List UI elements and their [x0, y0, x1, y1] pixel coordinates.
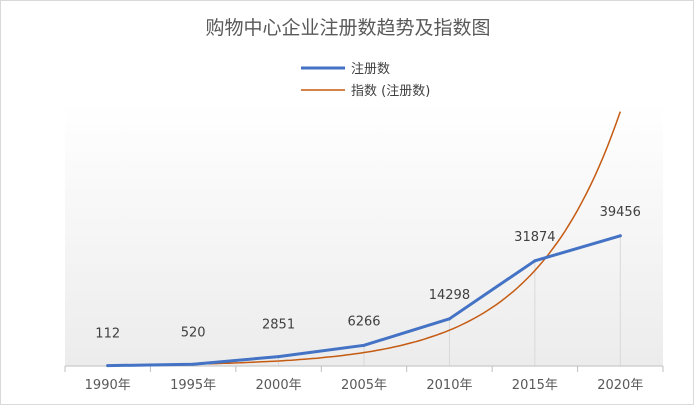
data-point: [533, 259, 537, 263]
data-point: [277, 355, 281, 359]
data-point: [191, 362, 195, 366]
data-point: [447, 317, 451, 321]
data-point: [106, 364, 110, 368]
x-tick-label: 2005年: [341, 378, 387, 393]
data-label: 6266: [347, 314, 380, 329]
data-point: [618, 234, 622, 238]
legend-label-series-2: 指数 (注册数): [351, 84, 430, 99]
x-axis-labels: 1990年 1995年 2000年 2005年 2010年 2015年 2020年: [85, 378, 644, 393]
data-label: 39456: [600, 205, 641, 220]
x-tick-label: 1990年: [85, 378, 131, 393]
x-tick-label: 2010年: [426, 378, 472, 393]
data-label: 2851: [262, 318, 295, 333]
x-tick-label: 2000年: [256, 378, 302, 393]
x-tick-label: 2015年: [512, 378, 558, 393]
legend: 注册数 指数 (注册数): [301, 62, 430, 99]
data-label: 520: [181, 325, 206, 340]
data-label: 31874: [514, 230, 555, 245]
x-tick-label: 1995年: [170, 378, 216, 393]
data-labels: 112 520 2851 6266 14298 31874 39456: [95, 205, 641, 342]
chart-title: 购物中心企业注册数趋势及指数图: [205, 17, 490, 39]
data-label: 14298: [429, 288, 470, 303]
x-tick-label: 2020年: [597, 378, 643, 393]
legend-label-series-1: 注册数: [351, 62, 390, 77]
data-label: 112: [95, 327, 120, 342]
data-points: [106, 234, 622, 368]
x-axis-ticks: [64, 366, 664, 372]
data-point: [362, 343, 366, 347]
